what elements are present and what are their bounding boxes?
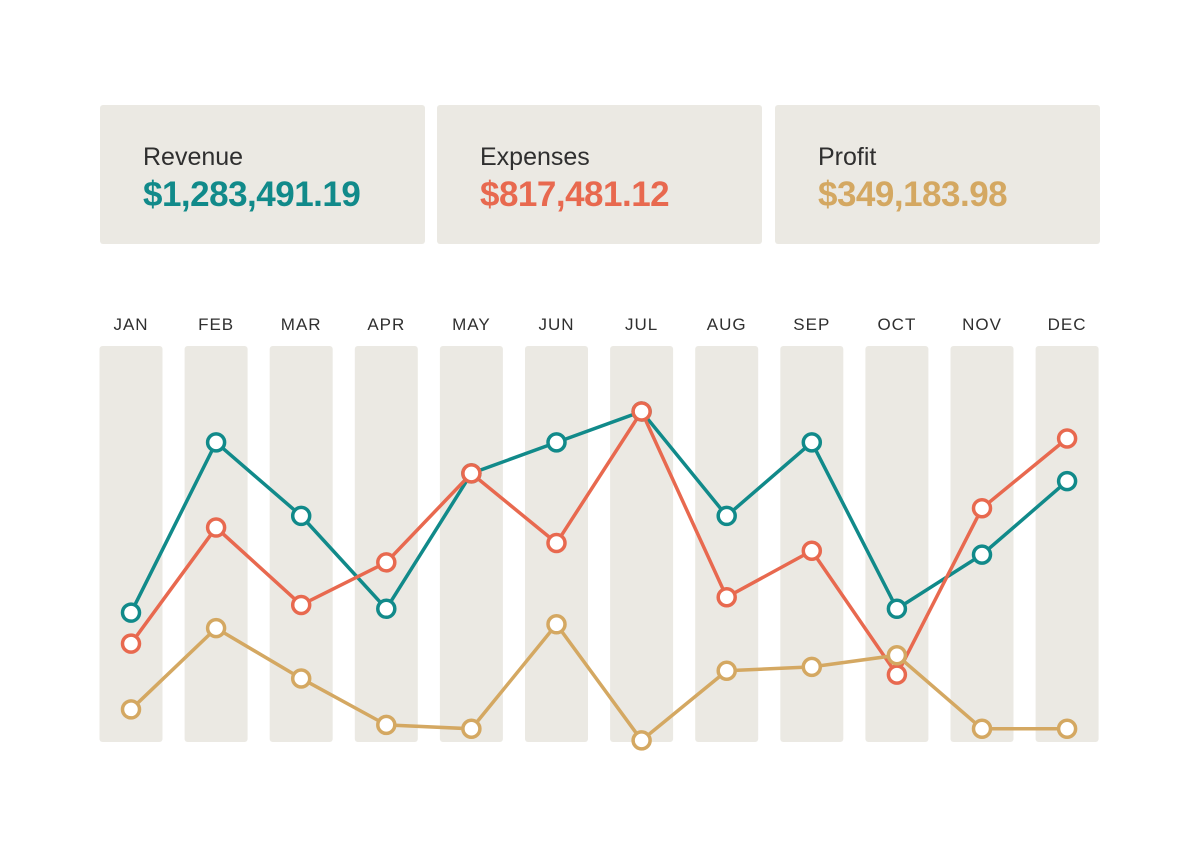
- expenses-point-nov: [971, 497, 993, 519]
- column-apr: [354, 346, 418, 742]
- revenue-point-nov: [971, 544, 993, 565]
- month-label-jun: JUN: [538, 315, 574, 334]
- revenue-line: [129, 409, 1069, 614]
- column-may: [439, 346, 503, 742]
- revenue-point-feb: [205, 432, 227, 453]
- profit-card: Profit $349,183.98: [775, 105, 1100, 244]
- expenses-point-dec: [1056, 428, 1078, 449]
- revenue-point-oct: [886, 598, 908, 620]
- revenue-point-aug: [716, 505, 737, 527]
- expenses-label: Expenses: [480, 143, 590, 171]
- profit-value: $349,183.98: [818, 175, 1008, 214]
- profit-point-mar: [290, 668, 312, 689]
- revenue-point-mar: [290, 505, 312, 527]
- revenue-point-apr: [376, 598, 397, 620]
- expenses-point-may: [461, 463, 482, 484]
- revenue-value: $1,283,491.19: [143, 175, 361, 214]
- column-dec: [1035, 346, 1099, 742]
- series-lines: [129, 407, 1069, 743]
- profit-point-jul: [631, 730, 652, 751]
- revenue-point-dec: [1056, 470, 1078, 492]
- profit-point-nov: [971, 718, 993, 740]
- profit-point-feb: [205, 617, 227, 639]
- series-points: [120, 401, 1078, 751]
- profit-point-apr: [376, 714, 397, 736]
- month-label-nov: NOV: [962, 315, 1002, 334]
- expenses-line: [129, 407, 1069, 679]
- expenses-point-oct: [886, 664, 908, 685]
- profit-point-oct: [886, 645, 908, 666]
- month-label-feb: FEB: [198, 315, 234, 334]
- profit-label: Profit: [818, 143, 877, 171]
- column-nov: [950, 346, 1014, 742]
- profit-point-sep: [801, 656, 823, 678]
- month-label-aug: AUG: [707, 315, 747, 334]
- column-jan: [99, 346, 163, 742]
- revenue-label: Revenue: [143, 143, 244, 171]
- revenue-point-jun: [546, 432, 567, 453]
- expenses-point-feb: [205, 517, 227, 538]
- month-label-mar: MAR: [281, 315, 322, 334]
- column-mar: [269, 346, 333, 742]
- expenses-point-jun: [546, 532, 567, 554]
- expenses-point-jan: [120, 633, 142, 654]
- month-label-jan: JAN: [113, 315, 148, 334]
- expenses-point-jul: [631, 401, 652, 422]
- profit-point-jun: [546, 614, 567, 635]
- month-label-jul: JUL: [625, 315, 658, 334]
- profit-point-may: [461, 718, 482, 740]
- profit-point-jan: [120, 699, 142, 720]
- month-label-oct: OCT: [877, 315, 916, 334]
- expenses-point-aug: [716, 586, 737, 608]
- profit-line: [129, 621, 1068, 743]
- expenses-point-apr: [376, 552, 397, 573]
- month-label-dec: DEC: [1048, 315, 1087, 334]
- month-labels: JAN FEB MAR APR MAY JUN JUL AUG SEP OCT NOV DEC: [113, 315, 1087, 334]
- expenses-point-mar: [290, 594, 312, 616]
- column-aug: [695, 346, 759, 742]
- revenue-point-jan: [120, 602, 142, 623]
- revenue-point-sep: [801, 432, 823, 453]
- profit-point-aug: [716, 660, 737, 681]
- expenses-card: Expenses $817,481.12: [437, 105, 762, 244]
- expenses-point-sep: [801, 540, 823, 562]
- month-label-sep: SEP: [793, 315, 830, 334]
- column-feb: [184, 346, 248, 742]
- revenue-card: Revenue $1,283,491.19: [100, 105, 425, 244]
- expenses-value: $817,481.12: [480, 175, 670, 214]
- summary-cards: Revenue $1,283,491.19 Expenses $817,481.…: [100, 105, 1100, 244]
- profit-point-dec: [1056, 718, 1078, 740]
- month-label-apr: APR: [367, 315, 405, 334]
- month-label-may: MAY: [452, 315, 491, 334]
